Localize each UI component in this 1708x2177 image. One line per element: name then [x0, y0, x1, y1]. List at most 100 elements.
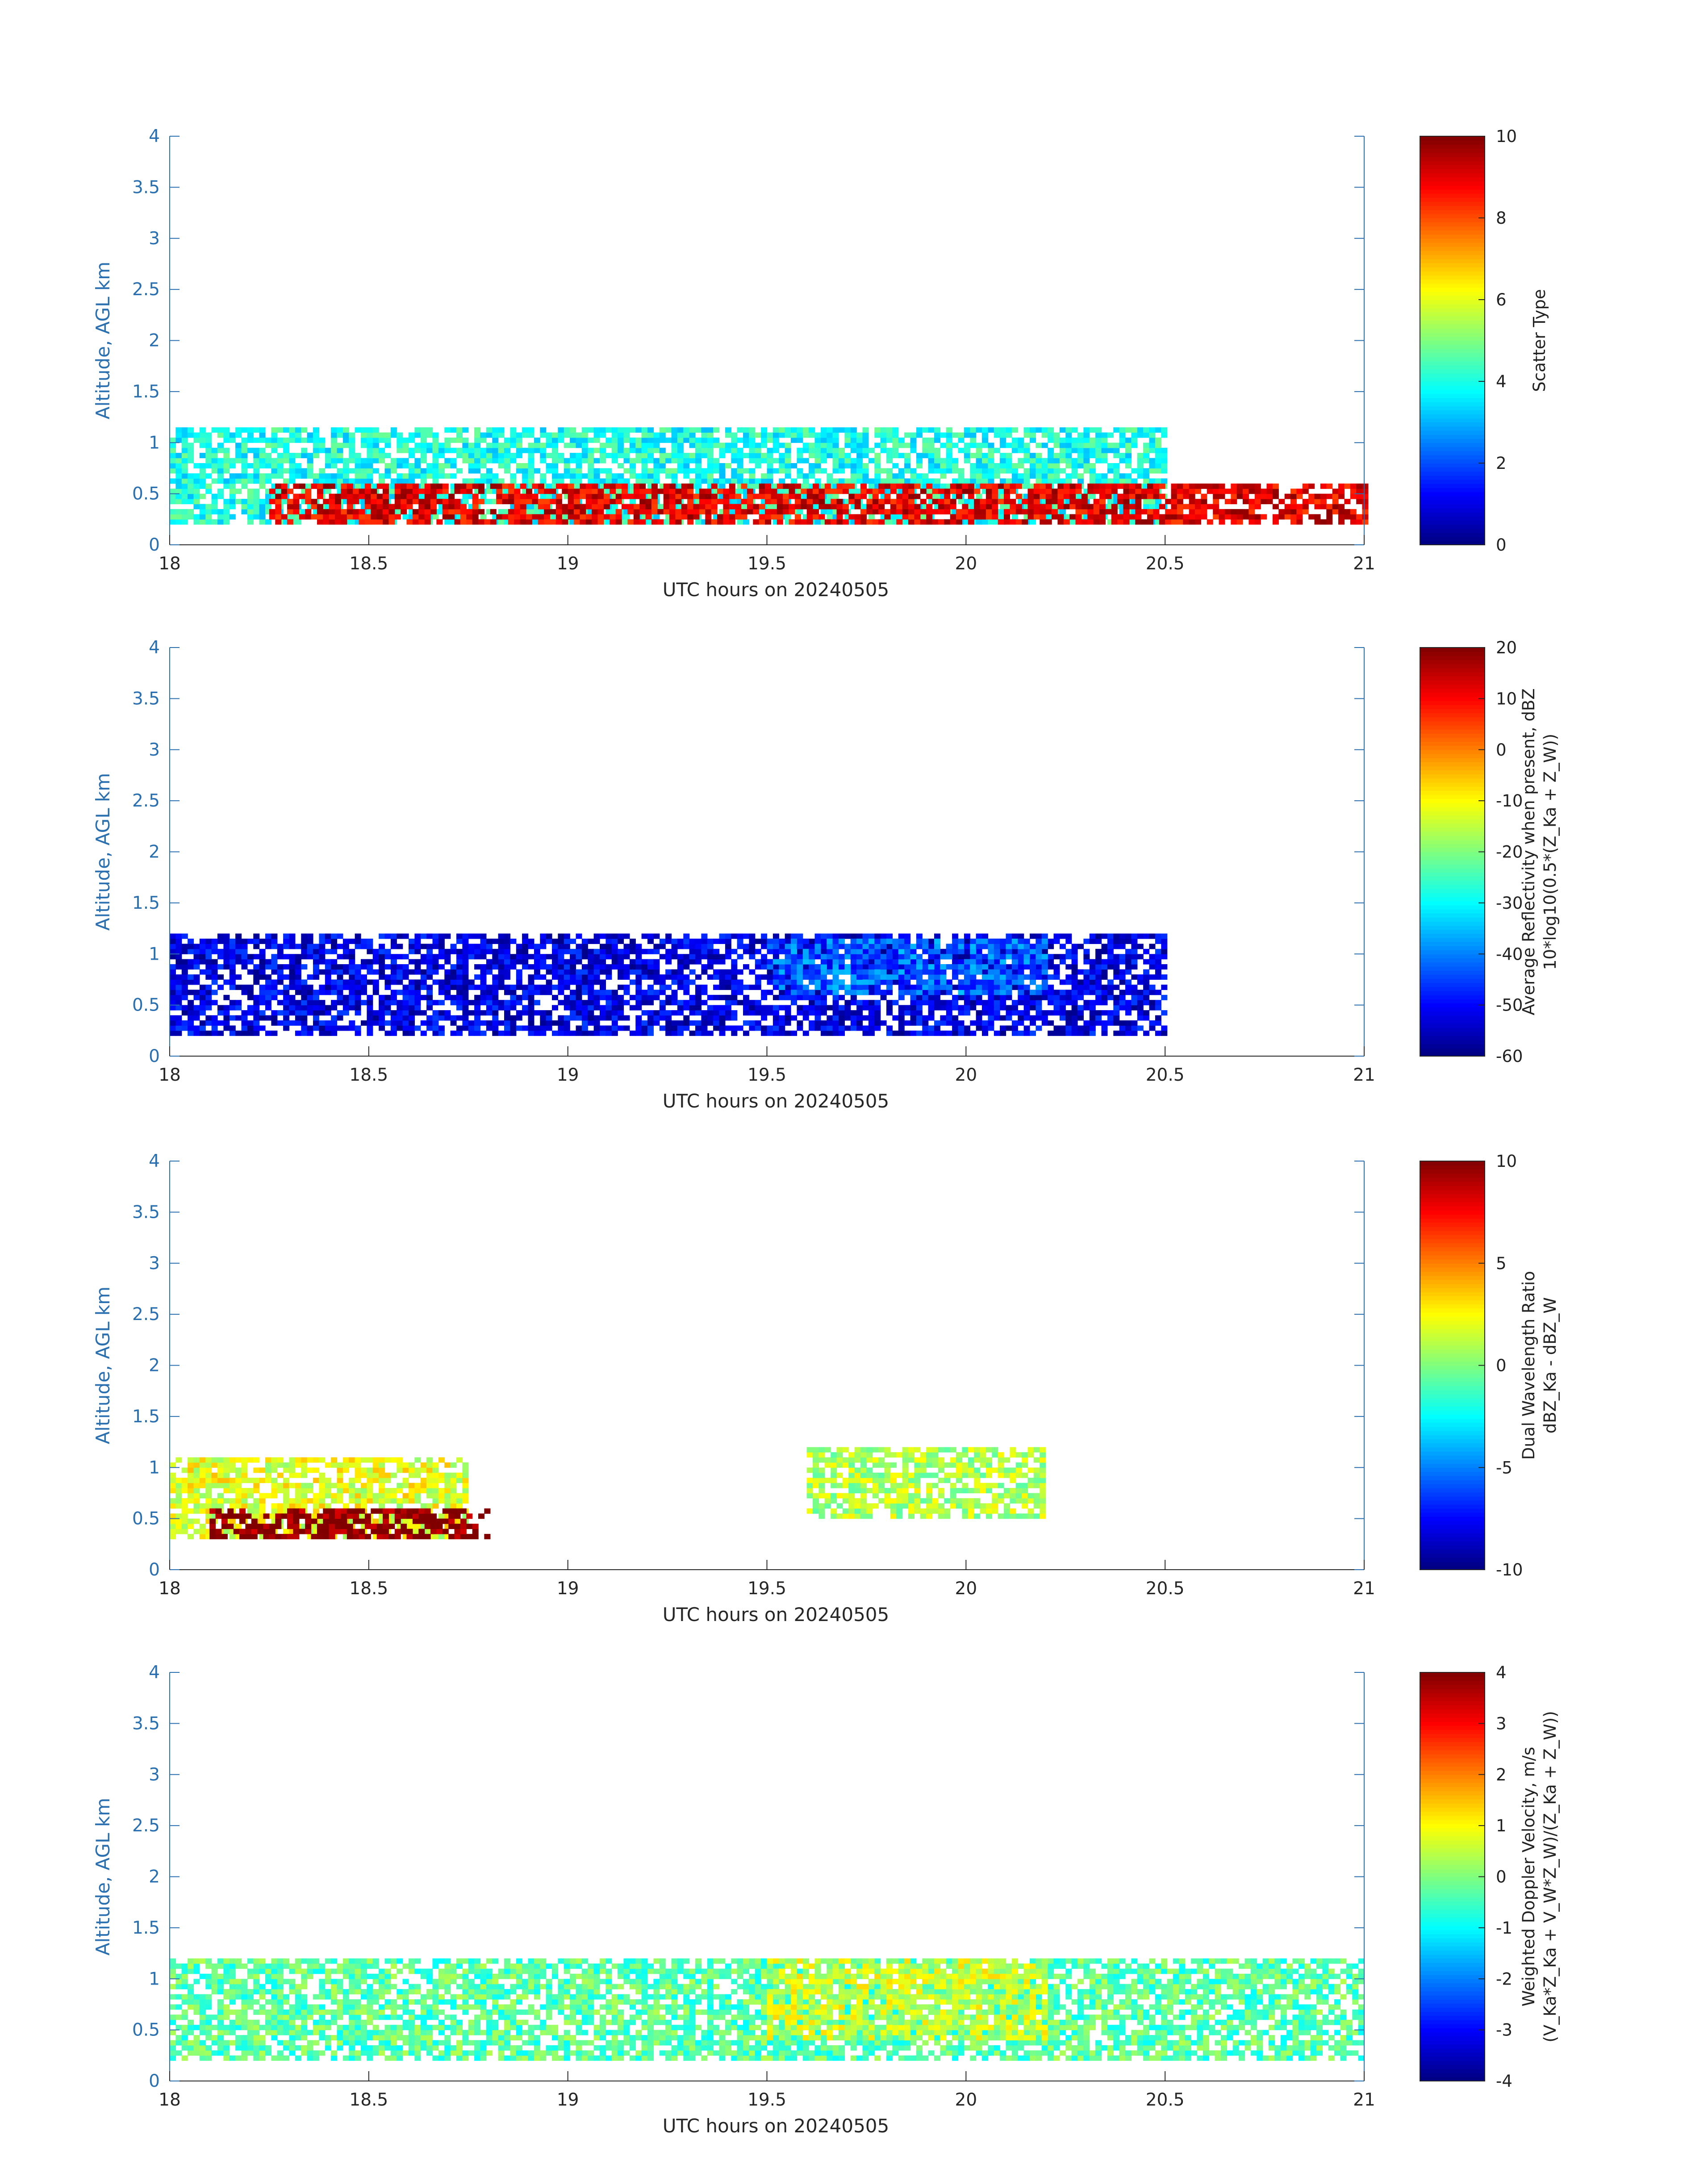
heatmap-cell: [552, 458, 558, 464]
heatmap-cell: [390, 933, 397, 939]
heatmap-cell: [866, 504, 873, 510]
heatmap-cell: [462, 1015, 469, 1021]
heatmap-cell: [361, 432, 367, 438]
heatmap-cell: [659, 944, 666, 949]
heatmap-cell: [418, 489, 425, 494]
heatmap-cell: [856, 453, 863, 459]
heatmap-cell: [325, 964, 331, 970]
heatmap-cell: [205, 514, 212, 520]
heatmap-cell: [629, 443, 636, 448]
heatmap-cell: [880, 432, 887, 438]
heatmap-cell: [496, 489, 503, 494]
heatmap-cell: [420, 994, 427, 1000]
heatmap-cell: [414, 427, 421, 433]
heatmap-cell: [659, 458, 666, 464]
heatmap-cell: [1155, 468, 1161, 474]
heatmap-cell: [283, 1020, 290, 1026]
heatmap-cell: [1040, 509, 1046, 514]
heatmap-cell: [986, 504, 992, 510]
heatmap-cell: [414, 964, 421, 970]
heatmap-cell: [355, 427, 361, 433]
heatmap-cell: [188, 483, 194, 489]
heatmap-cell: [253, 453, 260, 459]
heatmap-cell: [980, 499, 986, 505]
heatmap-cell: [283, 427, 290, 433]
heatmap-cell: [568, 504, 574, 510]
heatmap-cell: [1053, 443, 1060, 448]
heatmap-cell: [767, 447, 773, 453]
heatmap-cell: [719, 1025, 726, 1031]
heatmap-cell: [247, 473, 254, 479]
heatmap-cell: [1141, 519, 1148, 525]
heatmap-cell: [1075, 499, 1082, 505]
heatmap-cell: [438, 933, 445, 939]
heatmap-cell: [514, 514, 521, 520]
heatmap-cell: [1071, 458, 1078, 464]
heatmap-cell: [508, 519, 514, 525]
heatmap-cell: [880, 447, 887, 453]
heatmap-cell: [920, 489, 927, 494]
heatmap-cell: [181, 447, 188, 453]
heatmap-cell: [552, 1020, 558, 1026]
heatmap-cell: [1183, 514, 1190, 520]
heatmap-cell: [618, 954, 624, 960]
heatmap-cell: [450, 944, 457, 949]
heatmap-cell: [247, 1020, 254, 1026]
heatmap-cell: [779, 1005, 785, 1011]
heatmap-cell: [1278, 499, 1285, 505]
heatmap-cell: [253, 938, 260, 944]
heatmap-cell: [735, 504, 742, 510]
heatmap-cell: [420, 944, 427, 949]
heatmap-cell: [940, 458, 947, 464]
heatmap-cell: [593, 1015, 600, 1021]
heatmap-cell: [486, 432, 493, 438]
heatmap-cell: [1041, 463, 1048, 468]
heatmap-cell: [1119, 432, 1126, 438]
heatmap-cell: [558, 949, 564, 954]
heatmap-cell: [860, 483, 867, 489]
heatmap-cell: [1236, 489, 1243, 494]
heatmap-cell: [623, 949, 630, 954]
heatmap-cell: [695, 954, 702, 960]
heatmap-cell: [950, 489, 956, 494]
heatmap-cell: [618, 933, 624, 939]
heatmap-cell: [597, 504, 604, 510]
heatmap-cell: [574, 493, 580, 499]
heatmap-cell: [456, 984, 463, 990]
heatmap-cell: [653, 1015, 660, 1021]
heatmap-cell: [313, 1020, 319, 1026]
heatmap-cell: [862, 473, 869, 479]
heatmap-cell: [647, 969, 654, 975]
heatmap-cell: [926, 493, 933, 499]
heatmap-cell: [528, 1020, 535, 1026]
heatmap-cell: [731, 478, 738, 484]
heatmap-cell: [1065, 463, 1072, 468]
heatmap-cell: [839, 468, 845, 474]
heatmap-cell: [611, 954, 618, 960]
heatmap-cell: [647, 933, 654, 939]
heatmap-cell: [850, 478, 857, 484]
heatmap-cell: [188, 514, 194, 520]
heatmap-cell: [379, 944, 385, 949]
heatmap-cell: [976, 447, 982, 453]
heatmap-cell: [719, 933, 726, 939]
heatmap-cell: [235, 959, 242, 965]
heatmap-cell: [367, 1025, 373, 1031]
heatmap-cell: [1004, 489, 1010, 494]
heatmap-cell: [401, 504, 407, 510]
heatmap-cell: [687, 519, 694, 525]
heatmap-cell: [759, 493, 765, 499]
heatmap-cell: [767, 473, 773, 479]
heatmap-cell: [466, 514, 473, 520]
heatmap-cell: [570, 969, 576, 975]
heatmap-cell: [1006, 478, 1012, 484]
heatmap-cell: [641, 1000, 648, 1006]
heatmap-cell: [878, 504, 885, 510]
heatmap-cell: [1018, 443, 1024, 448]
heatmap-cell: [797, 473, 803, 479]
heatmap-cell: [735, 509, 742, 514]
heatmap-cell: [1023, 458, 1030, 464]
heatmap-cell: [1320, 483, 1327, 489]
heatmap-cell: [1077, 432, 1084, 438]
heatmap-cell: [848, 493, 855, 499]
